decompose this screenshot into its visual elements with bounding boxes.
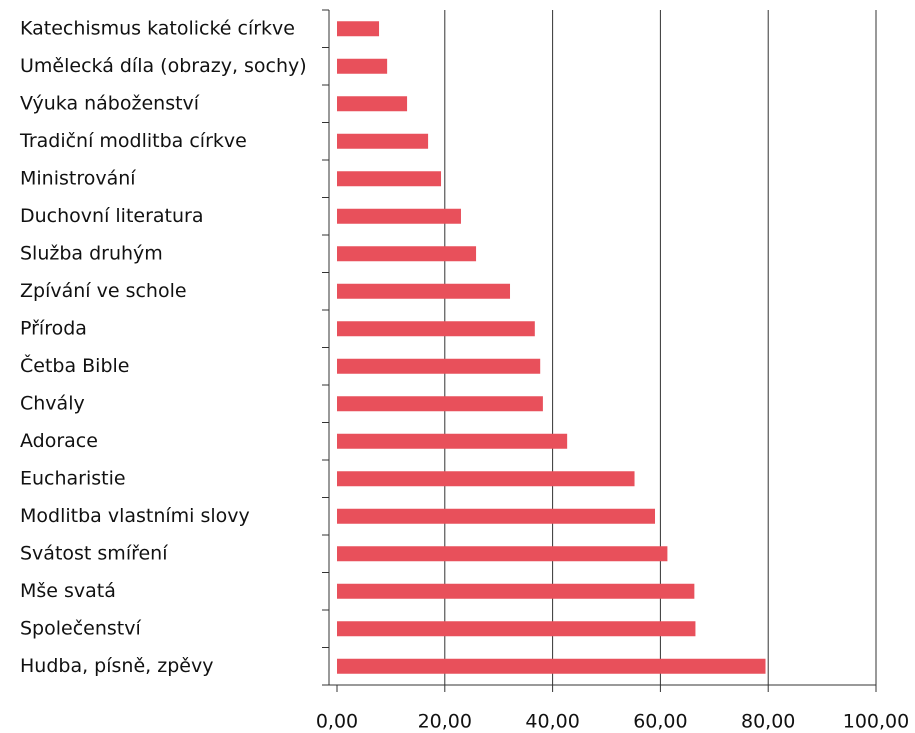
y-tick-label: Svátost smíření	[20, 542, 168, 564]
x-tick-label: 0,00	[316, 711, 358, 733]
bar	[337, 508, 656, 524]
bar	[337, 583, 695, 599]
y-tick-label: Zpívání ve schole	[20, 280, 187, 302]
x-tick-label: 60,00	[633, 711, 687, 733]
y-tick-label: Četba Bible	[20, 353, 130, 377]
y-tick-label: Chvály	[20, 392, 85, 414]
y-tick-label: Ministrování	[20, 167, 136, 189]
bar	[337, 283, 511, 299]
y-tick-label: Mše svatá	[20, 580, 116, 602]
bar	[337, 246, 477, 262]
bar	[337, 546, 668, 562]
bar	[337, 96, 408, 112]
y-tick-label: Hudba, písně, zpěvy	[20, 655, 213, 677]
y-tick-label: Duchovní literatura	[20, 205, 204, 227]
y-tick-label: Modlitba vlastními slovy	[20, 505, 250, 527]
x-tick-label: 40,00	[525, 711, 579, 733]
bar	[337, 21, 380, 37]
bar	[337, 133, 429, 149]
bar	[337, 171, 442, 187]
y-tick-label: Služba druhým	[20, 242, 163, 264]
y-tick-label: Umělecká díla (obrazy, sochy)	[20, 55, 307, 77]
y-tick-label: Výuka náboženství	[20, 92, 200, 114]
bar	[337, 433, 568, 449]
x-tick-label: 20,00	[418, 711, 472, 733]
y-tick-label: Adorace	[20, 430, 98, 452]
bar	[337, 396, 543, 412]
x-tick-label: 100,00	[843, 711, 909, 733]
bar	[337, 471, 635, 487]
bar	[337, 621, 696, 637]
bar	[337, 658, 766, 674]
y-tick-label: Tradiční modlitba církve	[19, 130, 247, 152]
y-tick-label: Katechismus katolické církve	[20, 17, 295, 39]
y-tick-label: Eucharistie	[20, 467, 126, 489]
x-tick-label: 80,00	[741, 711, 795, 733]
bar	[337, 358, 541, 374]
bar	[337, 321, 535, 337]
bar	[337, 58, 388, 74]
y-tick-label: Společenství	[20, 617, 141, 639]
bar	[337, 208, 461, 224]
y-tick-label: Příroda	[20, 317, 87, 339]
